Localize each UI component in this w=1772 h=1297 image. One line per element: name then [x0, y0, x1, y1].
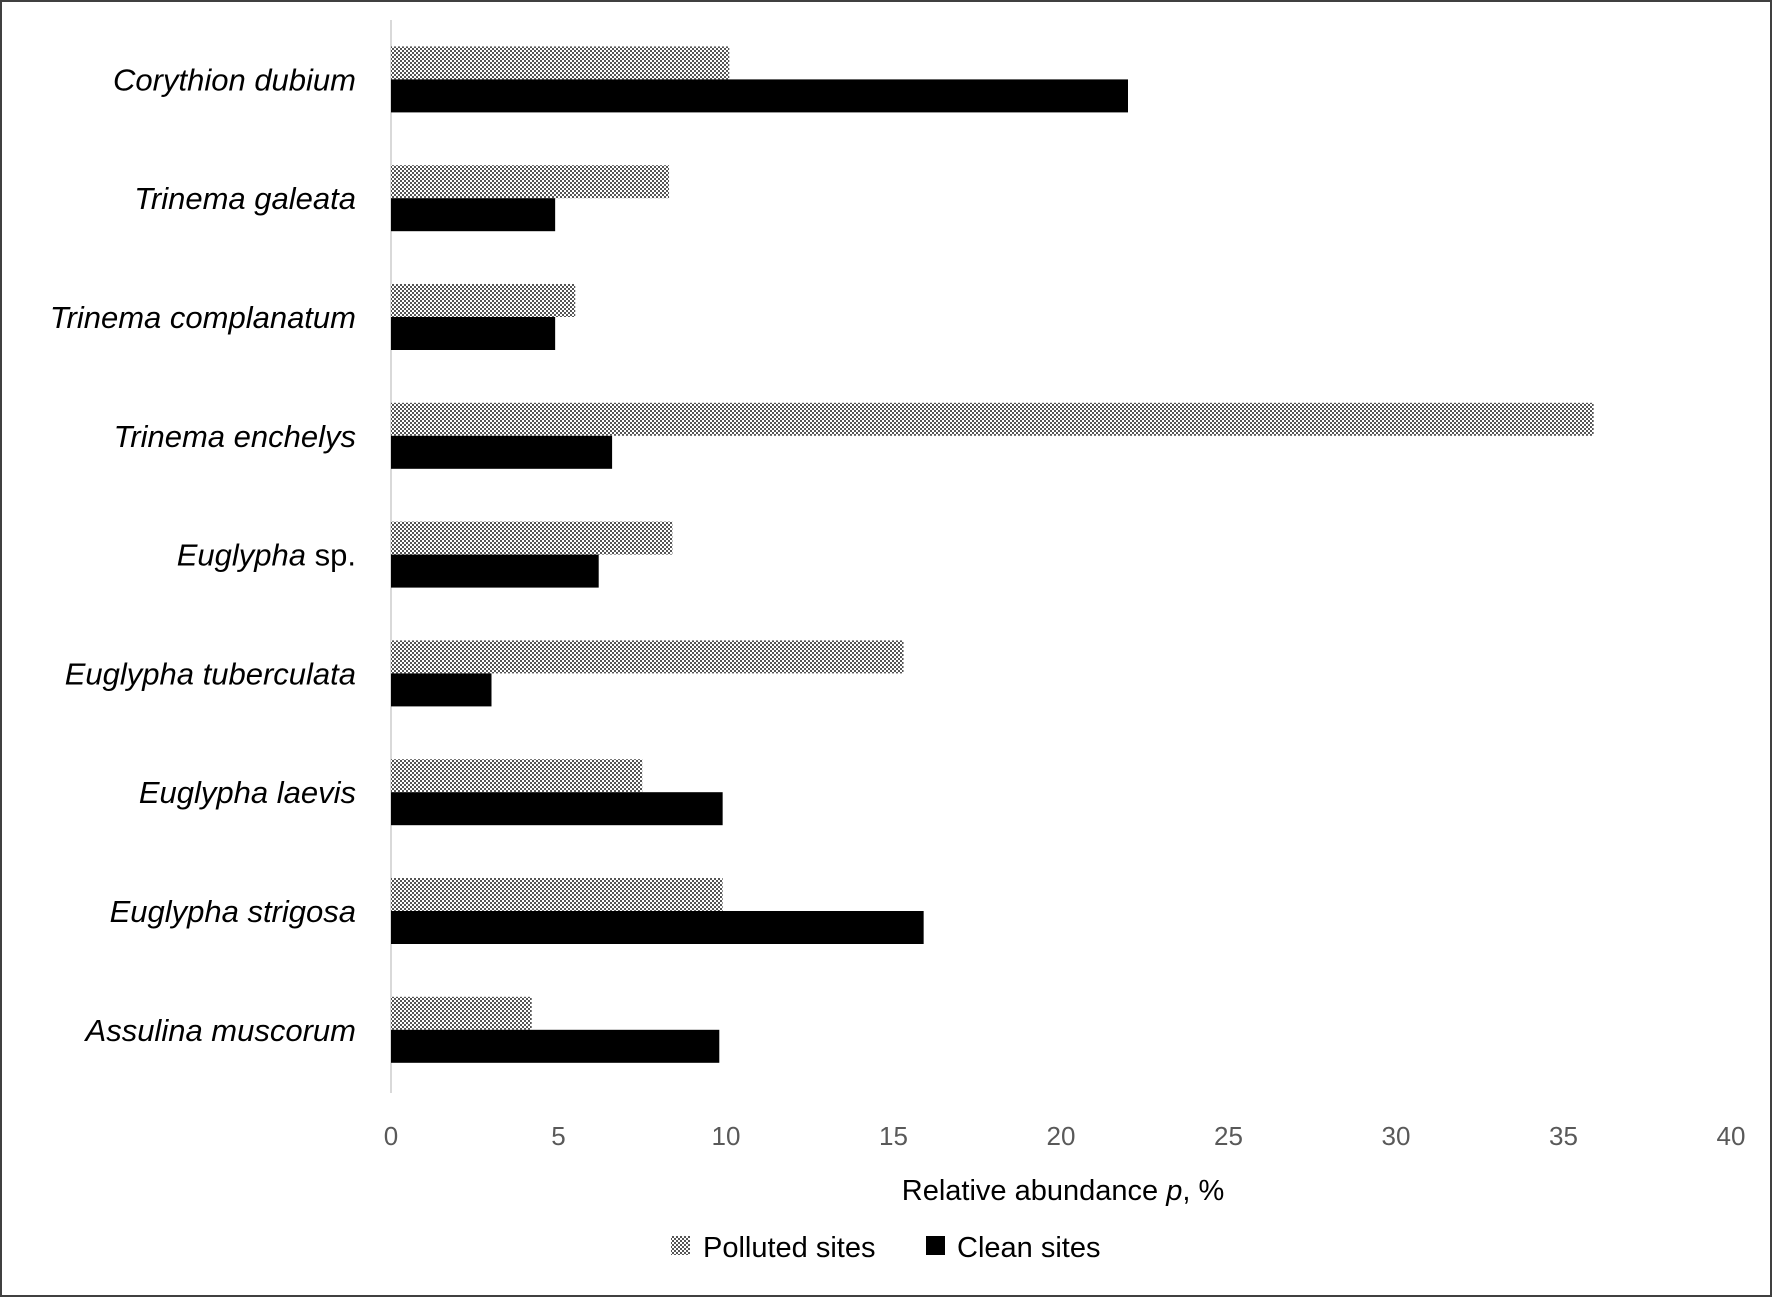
bar-polluted — [391, 878, 723, 911]
category-name: Euglypha tuberculata — [65, 656, 356, 691]
category-label: Euglypha sp. — [177, 538, 356, 573]
bar-clean — [391, 435, 613, 469]
bar-clean — [391, 198, 556, 232]
category-label: Trinema enchelys — [114, 419, 356, 454]
x-axis-title-italic: p — [1165, 1175, 1182, 1207]
category-name: Corythion dubium — [113, 62, 356, 97]
x-tick-label: 0 — [384, 1121, 398, 1151]
x-tick-label: 40 — [1717, 1121, 1746, 1151]
legend-label-clean: Clean sites — [957, 1232, 1100, 1264]
legend-swatch-polluted — [671, 1236, 690, 1255]
x-tick-label: 20 — [1047, 1121, 1076, 1151]
bar-polluted — [391, 640, 904, 674]
legend-swatch-clean — [926, 1236, 945, 1255]
bar-clean — [391, 792, 723, 826]
category-name: Trinema enchelys — [114, 419, 356, 454]
x-tick-label: 15 — [879, 1121, 908, 1151]
bar-clean — [391, 79, 1128, 113]
category-name: Assulina muscorum — [84, 1013, 356, 1048]
x-axis-title-unit: , % — [1182, 1175, 1224, 1207]
category-name: Trinema complanatum — [50, 300, 356, 335]
category-name: Euglypha strigosa — [110, 894, 356, 929]
category-label: Assulina muscorum — [84, 1013, 356, 1048]
x-tick-label: 25 — [1214, 1121, 1243, 1151]
bar-clean — [391, 673, 492, 707]
legend-label-polluted: Polluted sites — [703, 1232, 876, 1264]
x-tick-label: 5 — [551, 1121, 565, 1151]
category-name: Trinema galeata — [134, 181, 356, 216]
bar-polluted — [391, 759, 643, 793]
x-axis-title: Relative abundance p, % — [902, 1175, 1224, 1207]
bar-polluted — [391, 284, 576, 317]
x-tick-label: 35 — [1549, 1121, 1578, 1151]
x-tick-label: 10 — [712, 1121, 741, 1151]
bar-clean — [391, 1029, 720, 1063]
legend: Polluted sites Clean sites — [671, 1232, 1100, 1264]
x-tick-label: 30 — [1382, 1121, 1411, 1151]
bar-polluted — [391, 165, 670, 199]
category-suffix: sp. — [306, 538, 356, 573]
category-label: Trinema complanatum — [50, 300, 356, 335]
category-label: Euglypha tuberculata — [65, 656, 356, 691]
category-label: Trinema galeata — [134, 181, 356, 216]
bar-clean — [391, 317, 556, 350]
bar-polluted — [391, 46, 730, 80]
bar-polluted — [391, 402, 1594, 436]
bar-clean — [391, 911, 924, 944]
category-name: Euglypha laevis — [139, 775, 356, 810]
x-axis-title-text: Relative abundance — [902, 1175, 1166, 1207]
category-label: Corythion dubium — [113, 62, 356, 97]
category-label: Euglypha strigosa — [110, 894, 356, 929]
bar-polluted — [391, 521, 673, 555]
category-name: Euglypha — [177, 538, 306, 573]
bar-polluted — [391, 996, 532, 1030]
bar-clean — [391, 554, 599, 588]
category-label: Euglypha laevis — [139, 775, 356, 810]
